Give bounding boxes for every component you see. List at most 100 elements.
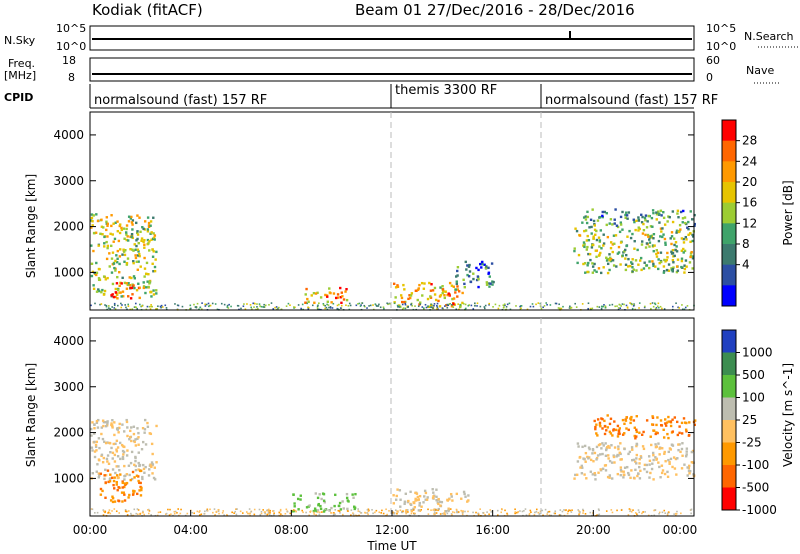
nsearch-tick-bottom: 10^0 xyxy=(706,40,736,53)
colorbar-swatch xyxy=(722,223,736,245)
data-cell xyxy=(153,269,157,273)
data-cell xyxy=(130,439,133,443)
freq-tick-bottom: 8 xyxy=(68,71,75,84)
data-cell xyxy=(464,260,467,264)
data-cell xyxy=(151,262,154,266)
nsky-panel: N.Sky 10^5 10^0 10^5 10^0 N.Search xyxy=(4,22,800,53)
data-cell xyxy=(148,468,151,471)
data-cell xyxy=(94,231,98,234)
data-cell xyxy=(593,222,596,226)
cpid-label: CPID xyxy=(4,91,33,104)
data-cell xyxy=(126,257,130,260)
data-cell xyxy=(144,443,148,446)
data-cell xyxy=(519,305,521,308)
data-cell xyxy=(677,448,680,452)
data-cell xyxy=(96,511,99,514)
data-cell xyxy=(156,514,159,517)
data-cell xyxy=(403,500,407,503)
data-cell xyxy=(305,511,307,514)
data-cell xyxy=(143,418,147,422)
data-cell xyxy=(652,458,655,462)
data-cell xyxy=(671,418,674,421)
data-cell xyxy=(612,234,616,237)
data-cell xyxy=(432,307,434,309)
data-cell xyxy=(618,432,621,435)
data-cell xyxy=(554,510,557,513)
data-cell xyxy=(93,440,96,444)
data-cell xyxy=(396,488,399,491)
data-cell xyxy=(105,216,109,219)
data-cell xyxy=(103,289,107,293)
data-cell xyxy=(186,512,189,515)
x-tick-label: 20:00 xyxy=(576,523,611,537)
data-cell xyxy=(467,265,471,268)
data-cell xyxy=(368,509,370,512)
data-cell xyxy=(578,512,581,515)
data-cell xyxy=(638,431,641,434)
data-cell xyxy=(316,305,319,308)
data-cell xyxy=(558,307,561,310)
data-cell xyxy=(203,512,206,515)
data-cell xyxy=(401,300,404,304)
data-cell xyxy=(667,263,671,266)
data-cell xyxy=(97,476,100,479)
data-cell xyxy=(220,302,223,305)
data-cell xyxy=(671,210,675,213)
data-cell xyxy=(683,271,686,274)
data-cell xyxy=(115,439,119,443)
data-cell xyxy=(330,301,333,304)
data-cell xyxy=(621,418,625,422)
data-cell xyxy=(582,508,584,511)
data-cell xyxy=(126,426,129,429)
nave-tick-bottom: 0 xyxy=(706,71,713,84)
data-cell xyxy=(127,215,131,218)
data-cell xyxy=(110,476,114,479)
data-cell xyxy=(593,269,596,272)
data-cell xyxy=(90,262,94,265)
data-cell xyxy=(676,212,679,215)
data-cell xyxy=(688,421,691,424)
data-cell xyxy=(399,294,403,297)
data-cell xyxy=(639,455,643,458)
data-cell xyxy=(446,303,449,306)
data-cell xyxy=(130,450,134,454)
data-cell xyxy=(329,307,332,309)
data-cell xyxy=(378,303,380,306)
data-cell xyxy=(405,509,408,512)
data-cell xyxy=(601,452,604,456)
data-cell xyxy=(603,210,607,214)
data-cell xyxy=(341,500,344,503)
data-cell xyxy=(337,509,340,512)
data-cell xyxy=(315,509,318,513)
data-cell xyxy=(680,432,684,435)
data-cell xyxy=(150,290,153,294)
data-cell xyxy=(657,442,660,445)
data-cell xyxy=(637,509,640,511)
data-cell xyxy=(207,302,210,305)
data-cell xyxy=(594,233,597,236)
data-cell xyxy=(122,491,125,494)
data-cell xyxy=(484,513,486,516)
data-cell xyxy=(671,220,675,224)
data-cell xyxy=(313,513,315,515)
data-cell xyxy=(125,481,129,485)
data-cell xyxy=(655,252,658,256)
data-cell xyxy=(257,307,259,310)
data-cell xyxy=(198,514,201,516)
data-cell xyxy=(626,465,629,469)
data-cell xyxy=(123,482,127,485)
data-cell xyxy=(626,217,629,220)
data-cell xyxy=(541,509,544,512)
data-cell xyxy=(635,269,638,272)
data-cell xyxy=(693,222,696,226)
velocity-ylabel: Slant Range [km] xyxy=(24,363,38,467)
data-cell xyxy=(475,266,478,270)
data-cell xyxy=(642,447,646,451)
freq-label: Freq. xyxy=(8,57,35,70)
data-cell xyxy=(109,473,112,476)
data-cell xyxy=(324,304,326,307)
data-cell xyxy=(629,421,632,425)
data-cell xyxy=(691,257,695,260)
data-cell xyxy=(118,422,121,426)
data-cell xyxy=(660,424,663,427)
